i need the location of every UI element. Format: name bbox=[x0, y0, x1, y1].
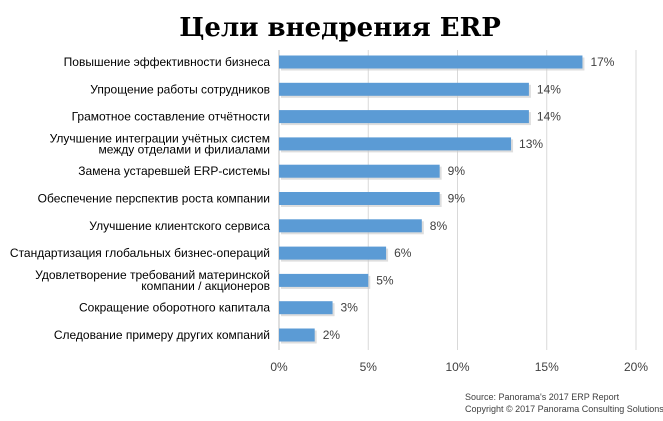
bar bbox=[279, 328, 315, 342]
data-label: 13% bbox=[519, 137, 543, 151]
data-label: 8% bbox=[430, 219, 448, 233]
category-label: Повышение эффективности бизнеса bbox=[64, 55, 271, 69]
data-label: 3% bbox=[341, 301, 359, 315]
bar bbox=[279, 137, 512, 151]
bar bbox=[279, 110, 529, 124]
bar bbox=[279, 82, 529, 96]
copyright-line: Copyright © 2017 Panorama Consulting Sol… bbox=[465, 404, 663, 414]
category-label: между отделами и филиалами bbox=[98, 142, 270, 156]
category-label: Следование примеру других компаний bbox=[54, 328, 270, 342]
category-label: Улучшение интеграции учётных систем bbox=[50, 131, 270, 145]
bar bbox=[279, 273, 369, 287]
bar bbox=[279, 219, 422, 233]
bar bbox=[279, 164, 440, 178]
data-label: 14% bbox=[537, 110, 561, 124]
x-tick-label: 15% bbox=[535, 360, 559, 374]
data-label: 14% bbox=[537, 82, 561, 96]
source-line: Source: Panorama's 2017 ERP Report bbox=[465, 392, 620, 402]
bar bbox=[279, 246, 387, 260]
category-label: Стандартизация глобальных бизнес-операци… bbox=[10, 246, 270, 260]
data-label: 2% bbox=[323, 328, 341, 342]
category-label: Упрощение работы сотрудников bbox=[90, 82, 270, 96]
category-label: компании / акционеров bbox=[141, 279, 270, 293]
data-label: 6% bbox=[394, 246, 412, 260]
bar bbox=[279, 192, 440, 205]
x-tick-label: 0% bbox=[270, 360, 288, 374]
x-tick-label: 5% bbox=[360, 360, 378, 374]
category-label: Удовлетворение требований материнской bbox=[35, 268, 270, 282]
category-label: Обеспечение перспектив роста компании bbox=[38, 192, 270, 206]
category-label: Замена устаревшей ERP-системы bbox=[78, 164, 270, 178]
data-label: 5% bbox=[376, 273, 394, 287]
bar bbox=[279, 55, 583, 69]
data-label: 17% bbox=[590, 55, 614, 69]
bar bbox=[279, 301, 333, 315]
category-label: Улучшение клиентского сервиса bbox=[89, 219, 270, 233]
x-tick-label: 20% bbox=[624, 360, 648, 374]
data-label: 9% bbox=[448, 192, 466, 206]
chart-title: Цели внедрения ERP bbox=[179, 13, 501, 43]
category-label: Сокращение оборотного капитала bbox=[79, 301, 270, 315]
category-label: Грамотное составление отчётности bbox=[72, 110, 270, 124]
data-label: 9% bbox=[448, 164, 466, 178]
x-tick-label: 10% bbox=[445, 360, 469, 374]
